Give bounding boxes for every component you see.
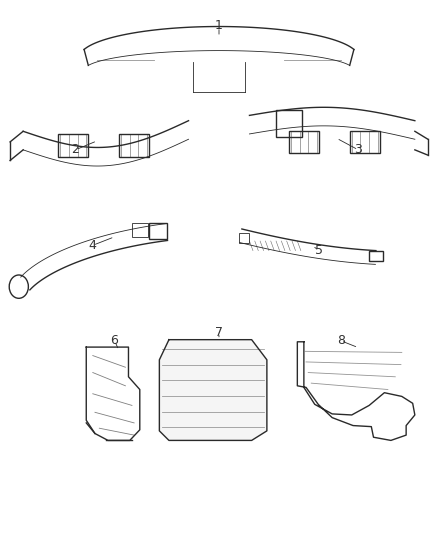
Text: 7: 7: [215, 326, 223, 340]
Text: 1: 1: [215, 19, 223, 32]
Text: 5: 5: [315, 244, 323, 257]
Text: 6: 6: [111, 334, 119, 347]
Text: 3: 3: [354, 143, 362, 156]
Polygon shape: [159, 340, 267, 440]
FancyBboxPatch shape: [173, 421, 248, 436]
Text: 8: 8: [337, 334, 345, 347]
Text: 4: 4: [89, 239, 97, 252]
Text: 2: 2: [71, 143, 79, 156]
